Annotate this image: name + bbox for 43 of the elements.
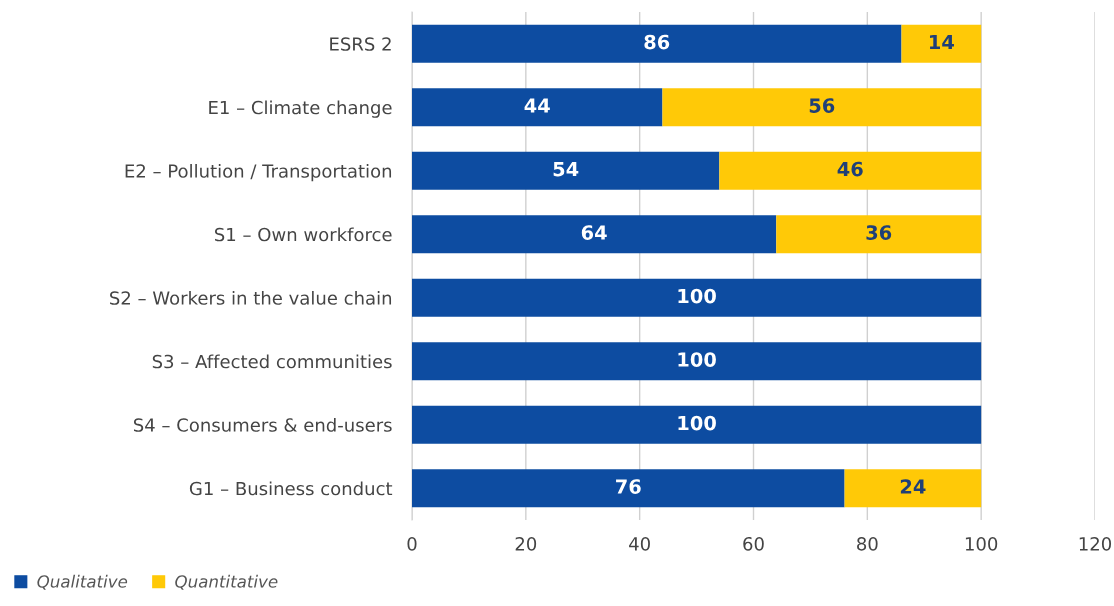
bar [412, 88, 663, 127]
x-tick-label: 60 [743, 536, 764, 551]
bar [412, 24, 902, 63]
data-label: 100 [678, 415, 716, 431]
data-label: 46 [837, 161, 863, 177]
bar [412, 342, 982, 381]
x-tick-label: 40 [629, 536, 650, 551]
data-label: 14 [929, 34, 954, 50]
data-label: 36 [866, 225, 892, 240]
data-label: 100 [678, 352, 716, 367]
x-tick-label: 100 [965, 536, 998, 551]
y-tick-label: S1 – Own workforce [214, 227, 392, 242]
bar [412, 405, 982, 444]
x-tick-label: 120 [1079, 536, 1112, 551]
bar [412, 151, 720, 190]
y-tick-label: S2 – Workers in the value chain [110, 290, 392, 305]
y-tick-label: G1 – Business conduct [189, 481, 393, 496]
bar [662, 88, 982, 127]
bar [719, 151, 982, 190]
data-label: 24 [900, 479, 926, 494]
y-tick-label: E2 – Pollution / Transportation [125, 163, 392, 182]
x-tick-label: 20 [515, 536, 537, 551]
data-label: 76 [616, 479, 641, 494]
legend-label: Quantitative [175, 574, 278, 590]
data-label: 54 [553, 161, 579, 177]
data-label: 44 [524, 98, 550, 113]
y-tick-label: ESRS 2 [330, 37, 391, 51]
legend-label: Qualitative [37, 574, 128, 590]
bar [412, 469, 845, 508]
data-label: 100 [678, 288, 716, 304]
data-label: 86 [644, 34, 670, 50]
bar [412, 278, 982, 317]
bar [901, 24, 982, 63]
bar [776, 215, 982, 254]
y-tick-label: S3 – Affected communities [152, 354, 392, 369]
x-tick-label: 0 [407, 536, 417, 551]
x-tick-label: 80 [857, 536, 878, 551]
y-tick-label: S4 – Consumers & end-users [133, 417, 392, 432]
bar [844, 469, 982, 508]
bar [412, 215, 777, 254]
data-label: 64 [581, 225, 607, 240]
y-tick-label: E1 – Climate change [209, 100, 392, 118]
data-label: 56 [809, 98, 835, 113]
